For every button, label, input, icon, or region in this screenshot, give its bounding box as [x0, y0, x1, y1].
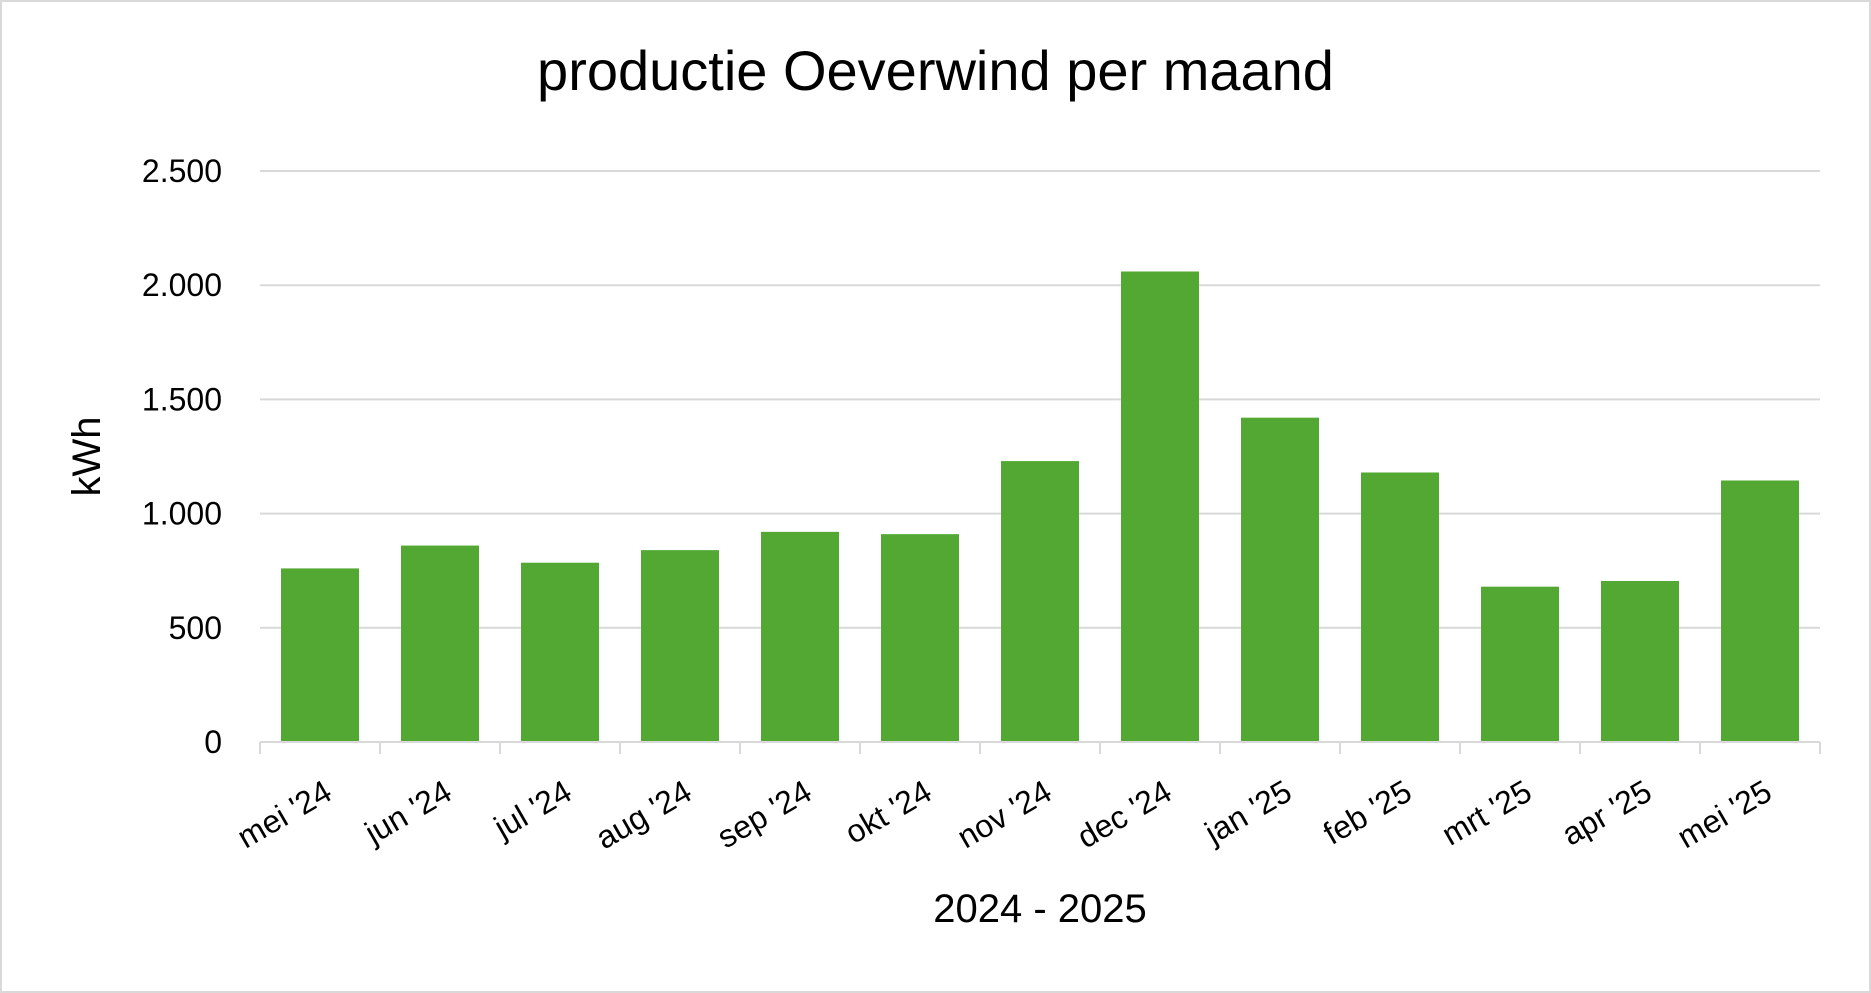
- x-tick-label: jan '25: [1198, 773, 1298, 851]
- y-tick-labels: 0 500 1.000 1.500 2.000 2.500: [142, 153, 222, 760]
- bar: [1001, 461, 1079, 742]
- y-tick-label: 2.500: [142, 153, 222, 189]
- x-axis-title: 2024 - 2025: [933, 887, 1147, 931]
- bar: [761, 531, 839, 742]
- x-tick-label: jun '24: [358, 773, 458, 851]
- bar: [1481, 586, 1559, 742]
- bar: [641, 550, 719, 742]
- x-tick-label: sep '24: [711, 773, 817, 855]
- x-axis: [259, 741, 1821, 754]
- x-tick-label: okt '24: [839, 773, 938, 851]
- x-tick-label: jul '24: [487, 773, 577, 846]
- y-axis-title: kWh: [65, 417, 109, 497]
- bar: [521, 562, 599, 742]
- y-tick-label: 1.500: [142, 381, 222, 417]
- bar: [1721, 480, 1799, 742]
- x-tick-label: mei '25: [1671, 773, 1777, 855]
- x-tick-label: aug '24: [589, 773, 697, 856]
- bar: [1121, 271, 1199, 742]
- x-tick-labels: mei '24 jun '24 jul '24 aug '24 sep '24 okt '…: [231, 773, 1777, 856]
- y-tick-label: 1.000: [142, 496, 222, 532]
- x-tick-label: mei '24: [231, 773, 337, 855]
- y-tick-label: 0: [204, 724, 222, 760]
- bars: [281, 271, 1799, 742]
- x-tick-label: mrt '25: [1436, 773, 1538, 853]
- chart-title: productie Oeverwind per maand: [537, 39, 1334, 102]
- x-tick-label: dec '24: [1071, 773, 1177, 855]
- x-tick-label: feb '25: [1317, 773, 1417, 852]
- bar: [281, 568, 359, 742]
- bar: [401, 545, 479, 742]
- bar: [881, 534, 959, 742]
- bar: [1361, 472, 1439, 742]
- x-tick-label: nov '24: [951, 773, 1057, 855]
- x-tick-label: apr '25: [1556, 773, 1658, 853]
- y-tick-label: 500: [169, 610, 222, 646]
- bar: [1601, 580, 1679, 742]
- bar: [1241, 417, 1319, 742]
- y-tick-label: 2.000: [142, 267, 222, 303]
